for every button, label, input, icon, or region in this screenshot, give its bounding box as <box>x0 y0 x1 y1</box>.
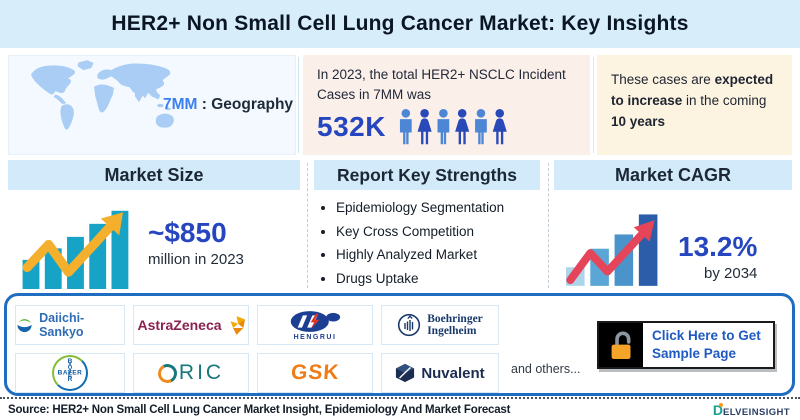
market-size-panel: Market Size ~$850 million in 2023 <box>8 160 300 290</box>
logo-boehringer-ingelheim: Boehringer Ingelheim <box>381 305 499 345</box>
market-size-caption: million in 2023 <box>148 250 244 268</box>
divider <box>548 163 549 288</box>
sample-page-label: Click Here to Get Sample Page <box>652 328 761 361</box>
cagr-chart-icon <box>566 214 658 286</box>
world-map-icon <box>31 60 174 130</box>
hengrui-icon <box>290 310 341 332</box>
report-strengths-list: Epidemiology Segmentation Key Cross Comp… <box>336 200 540 286</box>
and-others-label: and others... <box>511 362 581 376</box>
delveinsight-logo: D ELVEINSIGHT <box>712 401 790 418</box>
source-text: Source: HER2+ Non Small Cell Lung Cancer… <box>8 403 511 416</box>
geography-highlight: 7MM <box>163 96 198 113</box>
logo-oric: RIC <box>133 353 249 393</box>
report-strengths-panel: Report Key Strengths Epidemiology Segmen… <box>314 160 540 290</box>
header-banner: HER2+ Non Small Cell Lung Cancer Market:… <box>0 0 800 48</box>
cagr-caption: by 2034 <box>704 265 758 282</box>
divider <box>307 163 308 288</box>
report-strength-item: Key Cross Competition <box>336 224 540 239</box>
market-size-chart-icon <box>22 210 129 289</box>
geography-label: 7MM : Geography <box>163 96 294 113</box>
sample-page-button[interactable]: Click Here to Get Sample Page <box>597 321 775 369</box>
market-cagr-header: Market CAGR <box>554 160 792 190</box>
oric-o-icon <box>155 361 180 385</box>
market-size-value: ~$850 <box>148 217 227 249</box>
market-size-header: Market Size <box>8 160 300 190</box>
logo-gsk: GSK <box>257 353 373 393</box>
divider <box>593 57 594 153</box>
bayer-cross-icon: BAYER BAYER <box>52 355 88 391</box>
footer: Source: HER2+ Non Small Cell Lung Cancer… <box>0 397 800 420</box>
incidence-panel: In 2023, the total HER2+ NSCLC Incident … <box>303 55 590 155</box>
incidence-value: 532K <box>317 111 386 143</box>
logo-hengrui: HENGRUI <box>257 305 373 345</box>
daiichi-sankyo-globe-icon <box>17 319 32 333</box>
market-cagr-panel: Market CAGR 13.2% by 2034 <box>554 160 792 290</box>
people-icons <box>398 109 509 145</box>
report-strength-item: Drugs Uptake <box>336 271 540 286</box>
logo-bayer: BAYER BAYER <box>15 353 125 393</box>
report-strength-item: Highly Analyzed Market <box>336 247 540 262</box>
logo-daiichi-sankyo: Daiichi-Sankyo <box>15 305 125 345</box>
increase-panel: These cases are expected to increase in … <box>597 55 792 155</box>
incidence-text: In 2023, the total HER2+ NSCLC Incident … <box>317 67 566 102</box>
geography-panel: 7MM : Geography <box>8 55 296 155</box>
companies-container: Daiichi-Sankyo AstraZeneca HENGRUI <box>4 293 795 396</box>
cagr-value: 13.2% <box>678 231 758 263</box>
open-padlock-icon <box>599 323 643 367</box>
page-title: HER2+ Non Small Cell Lung Cancer Market:… <box>111 12 689 35</box>
boehringer-icon <box>398 313 421 337</box>
logo-nuvalent: Nuvalent <box>381 353 499 393</box>
report-strengths-header: Report Key Strengths <box>314 160 540 190</box>
astrazeneca-mosaic-icon <box>230 315 245 335</box>
nuvalent-icon <box>396 363 415 383</box>
divider <box>298 57 299 153</box>
report-strength-item: Epidemiology Segmentation <box>336 200 540 215</box>
logo-astrazeneca: AstraZeneca <box>133 305 249 345</box>
